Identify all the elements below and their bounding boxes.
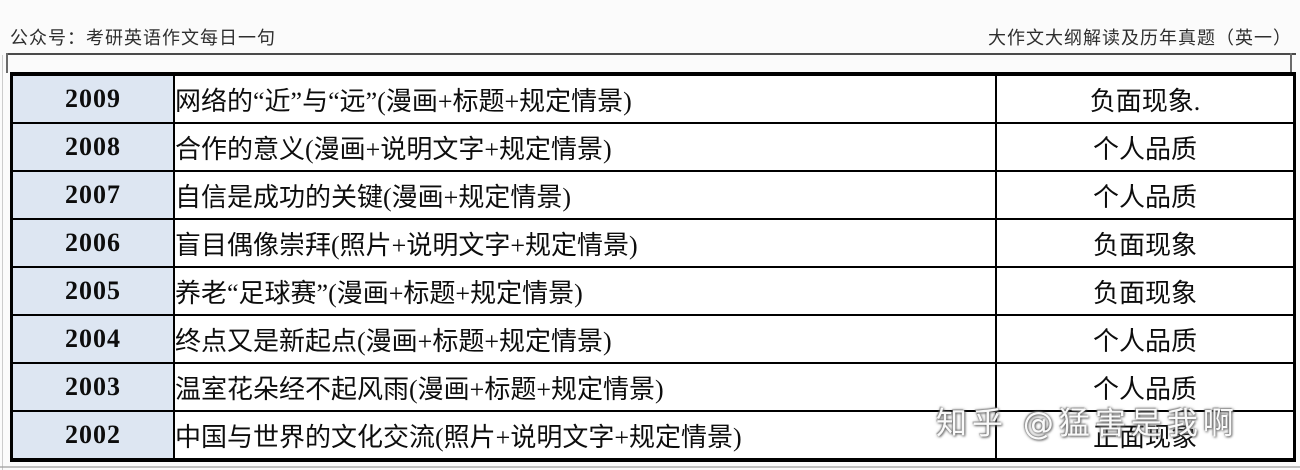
topic-cell: 盲目偶像崇拜(照片+说明文字+规定情景) bbox=[173, 218, 997, 268]
year-cell: 2009 bbox=[10, 73, 175, 124]
page-header-left: 公众号：考研英语作文每日一句 bbox=[10, 28, 276, 48]
table-row: 2007 自信是成功的关键(漫画+规定情景) 个人品质 bbox=[10, 170, 1296, 220]
topic-cell: 合作的意义(漫画+说明文字+规定情景) bbox=[173, 122, 997, 172]
topic-cell: 温室花朵经不起风雨(漫画+标题+规定情景) bbox=[173, 362, 997, 412]
header-rule-tick-left bbox=[6, 53, 8, 73]
table-row: 2006 盲目偶像崇拜(照片+说明文字+规定情景) 负面现象 bbox=[10, 218, 1296, 268]
topic-cell: 养老“足球赛”(漫画+标题+规定情景) bbox=[173, 266, 997, 316]
topic-cell: 中国与世界的文化交流(照片+说明文字+规定情景) bbox=[173, 410, 997, 461]
category-cell: 个人品质 bbox=[995, 122, 1296, 172]
category-cell: 个人品质 bbox=[995, 170, 1296, 220]
category-cell: 负面现象 bbox=[995, 218, 1296, 268]
category-cell: 个人品质 bbox=[995, 362, 1296, 412]
year-cell: 2002 bbox=[10, 410, 175, 461]
page-left-edge bbox=[2, 55, 3, 470]
category-cell: 负面现象. bbox=[995, 73, 1296, 124]
watermark: 知乎 @猛害是我啊 bbox=[936, 406, 1239, 442]
year-cell: 2003 bbox=[10, 362, 175, 412]
page-header-right: 大作文大纲解读及历年真题（英一） bbox=[988, 28, 1292, 48]
exam-topics-table: 2009 网络的“近”与“远”(漫画+标题+规定情景) 负面现象. 2008 合… bbox=[10, 72, 1296, 462]
header-rule-tick-right bbox=[1290, 53, 1292, 73]
year-cell: 2005 bbox=[10, 266, 175, 316]
category-cell: 负面现象 bbox=[995, 266, 1296, 316]
topic-cell: 自信是成功的关键(漫画+规定情景) bbox=[173, 170, 997, 220]
year-cell: 2008 bbox=[10, 122, 175, 172]
table-row: 2003 温室花朵经不起风雨(漫画+标题+规定情景) 个人品质 bbox=[10, 362, 1296, 412]
table-row: 2004 终点又是新起点(漫画+标题+规定情景) 个人品质 bbox=[10, 314, 1296, 364]
table-row: 2008 合作的意义(漫画+说明文字+规定情景) 个人品质 bbox=[10, 122, 1296, 172]
year-cell: 2004 bbox=[10, 314, 175, 364]
category-cell: 正面现象 bbox=[995, 410, 1296, 461]
topic-cell: 网络的“近”与“远”(漫画+标题+规定情景) bbox=[173, 73, 997, 124]
header-rule bbox=[6, 53, 1296, 55]
category-cell: 个人品质 bbox=[995, 314, 1296, 364]
table-row: 2005 养老“足球赛”(漫画+标题+规定情景) 负面现象 bbox=[10, 266, 1296, 316]
exam-topics-table-body: 2009 网络的“近”与“远”(漫画+标题+规定情景) 负面现象. 2008 合… bbox=[10, 73, 1296, 461]
topic-cell: 终点又是新起点(漫画+标题+规定情景) bbox=[173, 314, 997, 364]
table-row: 2002 中国与世界的文化交流(照片+说明文字+规定情景) 正面现象 bbox=[10, 410, 1296, 461]
page-bottom-line bbox=[0, 466, 1300, 468]
year-cell: 2006 bbox=[10, 218, 175, 268]
table-row: 2009 网络的“近”与“远”(漫画+标题+规定情景) 负面现象. bbox=[10, 73, 1296, 124]
year-cell: 2007 bbox=[10, 170, 175, 220]
